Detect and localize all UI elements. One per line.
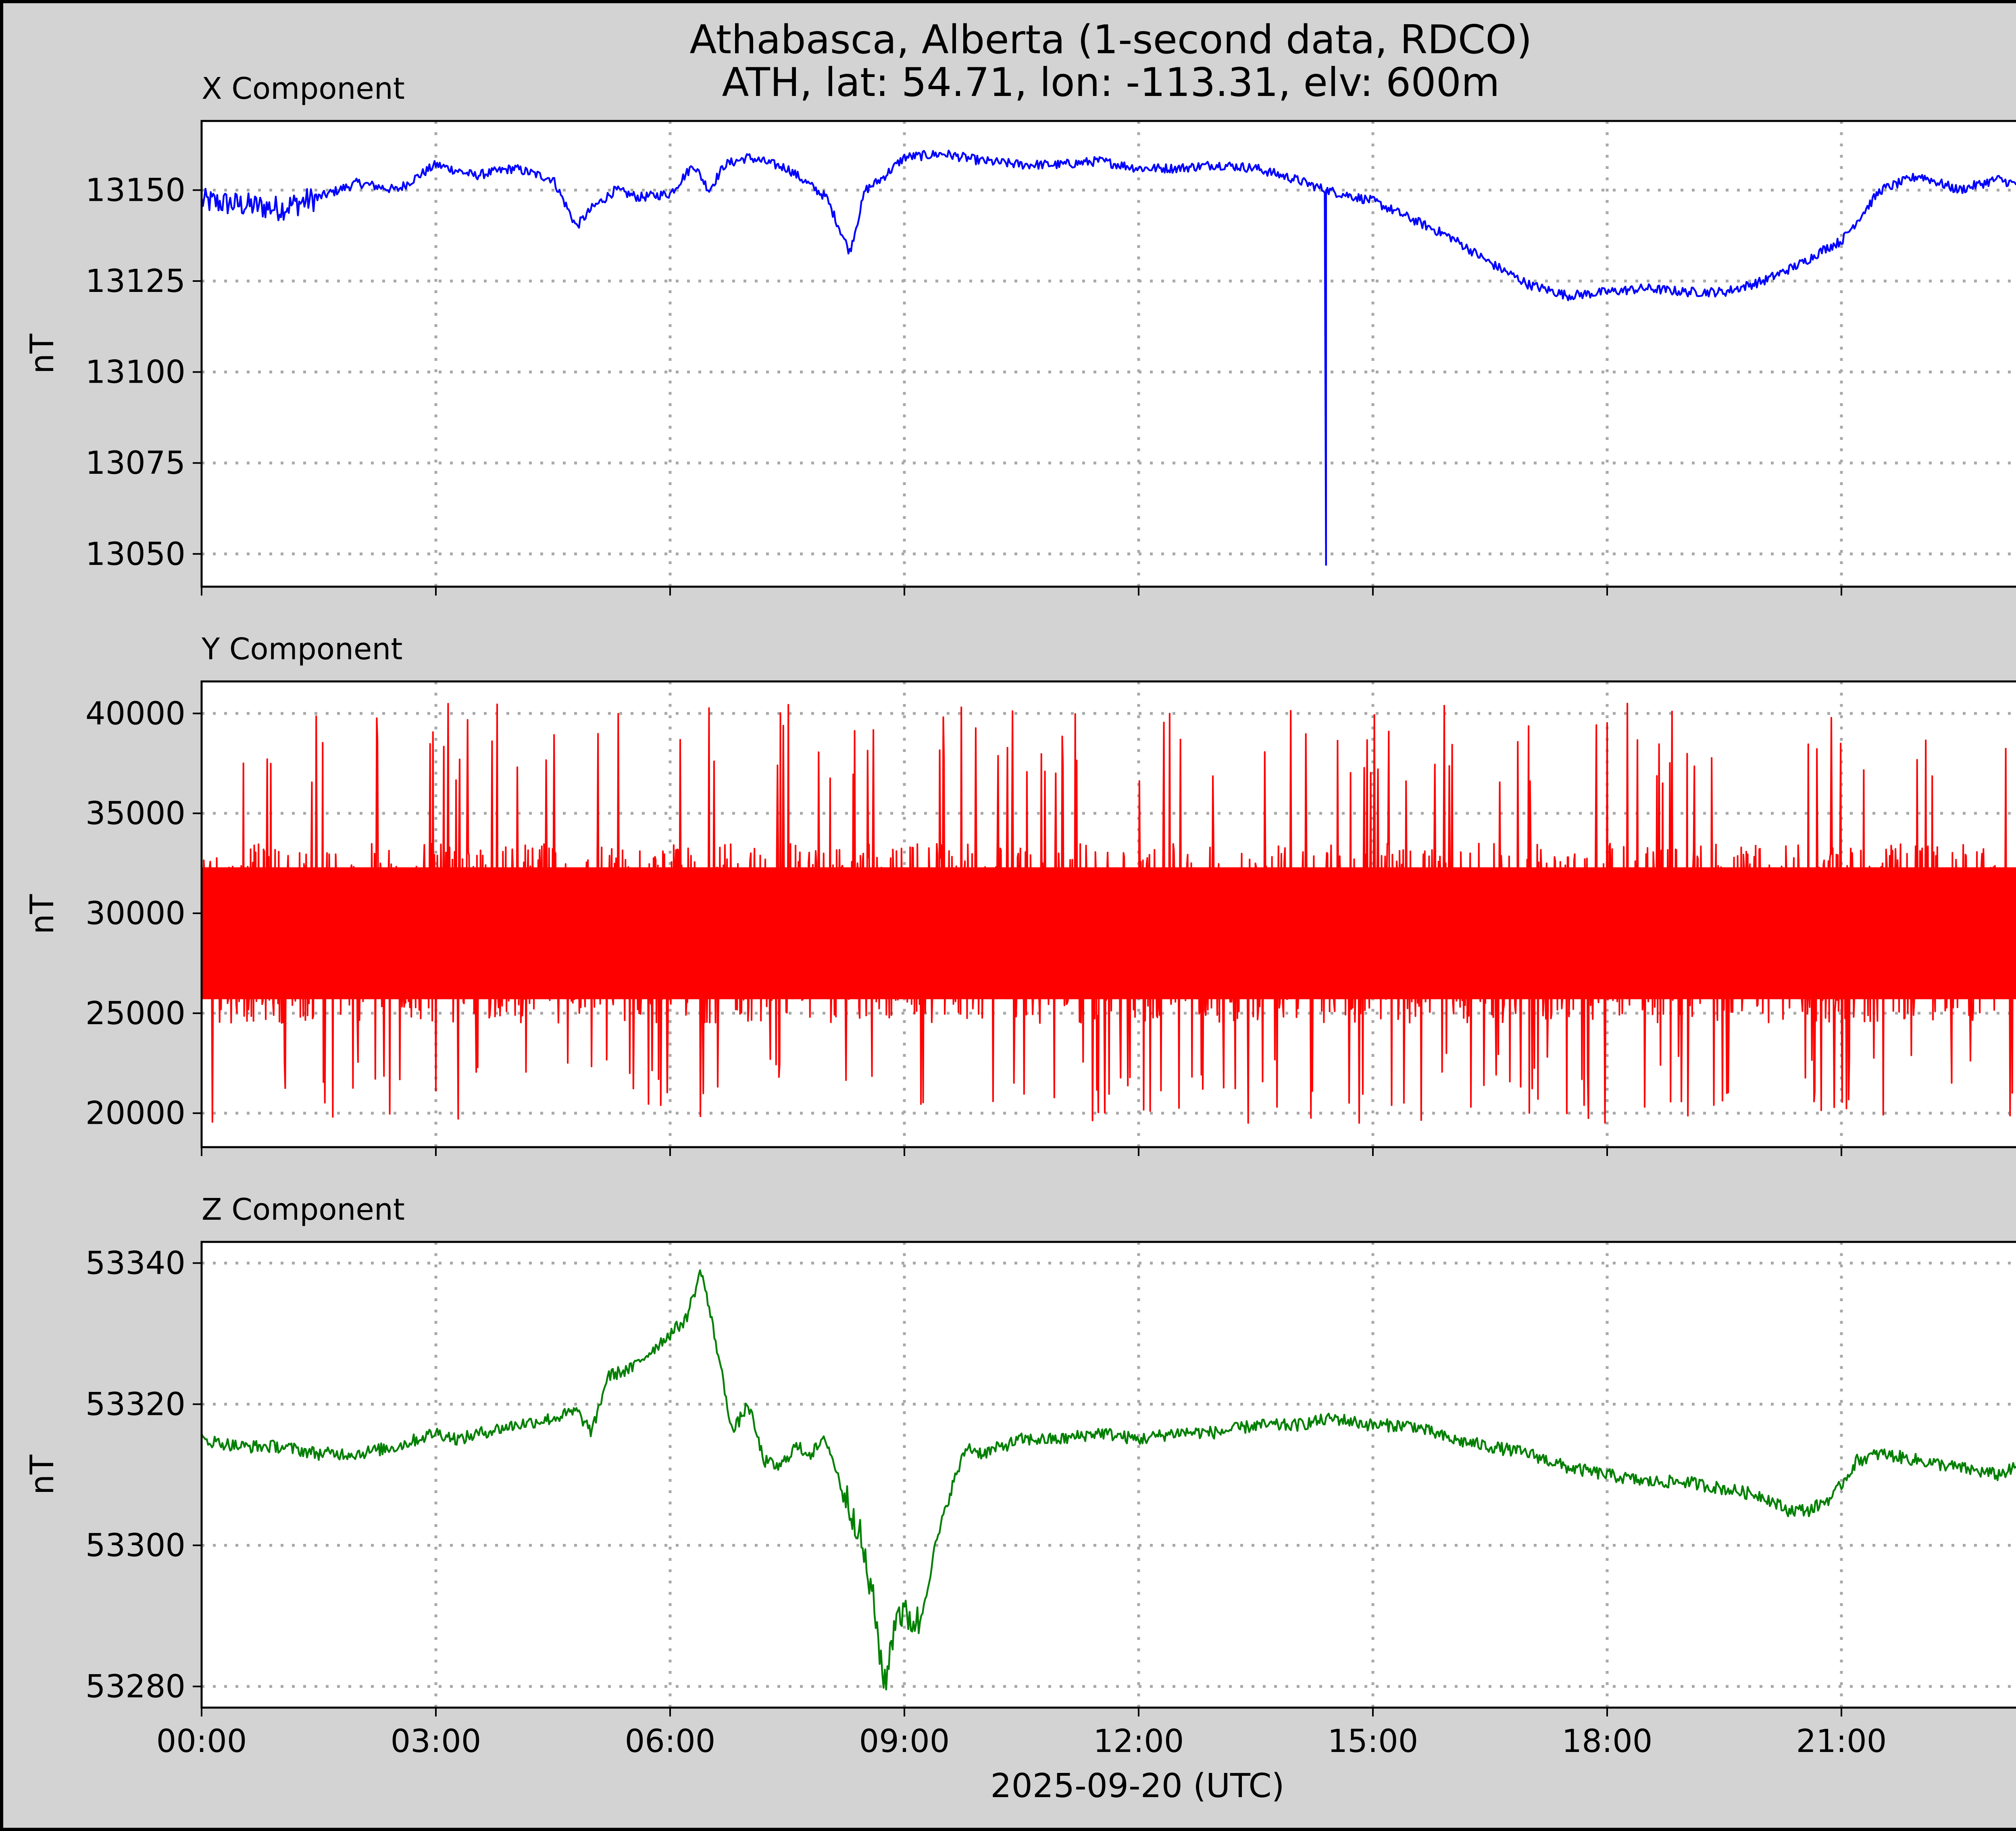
x-tick-label: 12:00 bbox=[1093, 1723, 1184, 1760]
y-tick-label: 13050 bbox=[85, 536, 185, 573]
z-component-panel: Z Component nT 53280 53300 53320 53340 00:00 03… bbox=[23, 1192, 2016, 1805]
data-series-line bbox=[201, 702, 2016, 1124]
panel-title: X Component bbox=[202, 71, 405, 106]
y-tick-label: 13150 bbox=[85, 172, 185, 208]
y-tick-label: 25000 bbox=[85, 996, 185, 1032]
x-axis-label: 2025-09-20 (UTC) bbox=[990, 1767, 1284, 1805]
plot-area bbox=[202, 121, 2016, 587]
x-tick-label: 15:00 bbox=[1328, 1723, 1418, 1760]
figure-title-line2: ATH, lat: 54.71, lon: -113.31, elv: 600m bbox=[722, 60, 1500, 106]
panel-title: Y Component bbox=[201, 632, 402, 667]
axes-frame bbox=[200, 120, 2016, 588]
x-tick-label: 00:00 bbox=[156, 1723, 247, 1760]
y-tick-label: 13075 bbox=[85, 445, 185, 481]
y-tick-label: 53320 bbox=[85, 1387, 185, 1423]
y-axis-label: nT bbox=[23, 1454, 61, 1495]
data-series-line bbox=[200, 150, 2016, 566]
x-component-panel: X Component nT 13050 13075 13100 13125 13150 bbox=[23, 71, 2016, 596]
axes-frame bbox=[200, 680, 2016, 1148]
y-tick-label: 30000 bbox=[85, 896, 185, 932]
x-tick-label: 18:00 bbox=[1562, 1723, 1653, 1760]
y-axis-label: nT bbox=[23, 333, 61, 374]
figure-title-line1: Athabasca, Alberta (1-second data, RDCO) bbox=[689, 17, 1532, 63]
plot-area bbox=[202, 1242, 2016, 1708]
y-axis-label: nT bbox=[23, 894, 61, 935]
x-tick-label: 06:00 bbox=[625, 1723, 716, 1760]
panel-title: Z Component bbox=[202, 1192, 405, 1227]
y-component-panel: Y Component nT 20000 25000 30000 35000 40000 bbox=[23, 632, 2016, 1156]
y-tick-label: 40000 bbox=[85, 696, 185, 732]
x-tick-label: 03:00 bbox=[391, 1723, 481, 1760]
y-tick-label: 53340 bbox=[85, 1246, 185, 1282]
y-tick-label: 35000 bbox=[85, 796, 185, 832]
data-series-line bbox=[200, 1269, 2016, 1691]
x-tick-label: 09:00 bbox=[859, 1723, 950, 1760]
y-tick-label: 13125 bbox=[85, 263, 185, 300]
y-tick-label: 20000 bbox=[85, 1096, 185, 1132]
axes-frame bbox=[200, 1241, 2016, 1709]
x-tick-label: 21:00 bbox=[1796, 1723, 1887, 1760]
y-tick-label: 13100 bbox=[85, 354, 185, 391]
y-tick-label: 53280 bbox=[85, 1669, 185, 1705]
y-tick-label: 53300 bbox=[85, 1528, 185, 1564]
